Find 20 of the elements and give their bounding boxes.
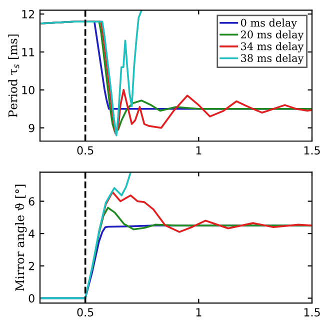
y-tick-label: 11 bbox=[22, 48, 34, 56]
y-tick-label: 9 bbox=[28, 124, 34, 132]
x-tick-label: 0.5 bbox=[77, 146, 94, 155]
y-tick-label: 12 bbox=[22, 10, 34, 18]
x-tick-label: 1.5 bbox=[304, 146, 320, 155]
y-axis-title: Mirror angle ϑ [°] bbox=[14, 184, 27, 291]
legend-label: 0 ms delay bbox=[240, 18, 298, 29]
legend-label: 34 ms delay bbox=[241, 42, 304, 52]
y-tick-label: 2 bbox=[28, 262, 34, 270]
y-tick-label: 0 bbox=[28, 294, 34, 303]
x-tick-label: 1 bbox=[196, 308, 202, 316]
x-tick-label: 0.5 bbox=[77, 308, 94, 316]
legend-label: 38 ms delay bbox=[241, 54, 304, 64]
x-tick-label: 1 bbox=[196, 146, 202, 154]
legend-label: 20 ms delay bbox=[241, 30, 304, 41]
y-tick-label: 4 bbox=[28, 230, 35, 238]
x-tick-label: 1.5 bbox=[304, 308, 320, 316]
y-tick-label: 10 bbox=[22, 86, 34, 94]
y-tick-label: 6 bbox=[28, 197, 34, 206]
y-axis-title: Period τ$_{s}$ [ms] bbox=[8, 34, 20, 118]
